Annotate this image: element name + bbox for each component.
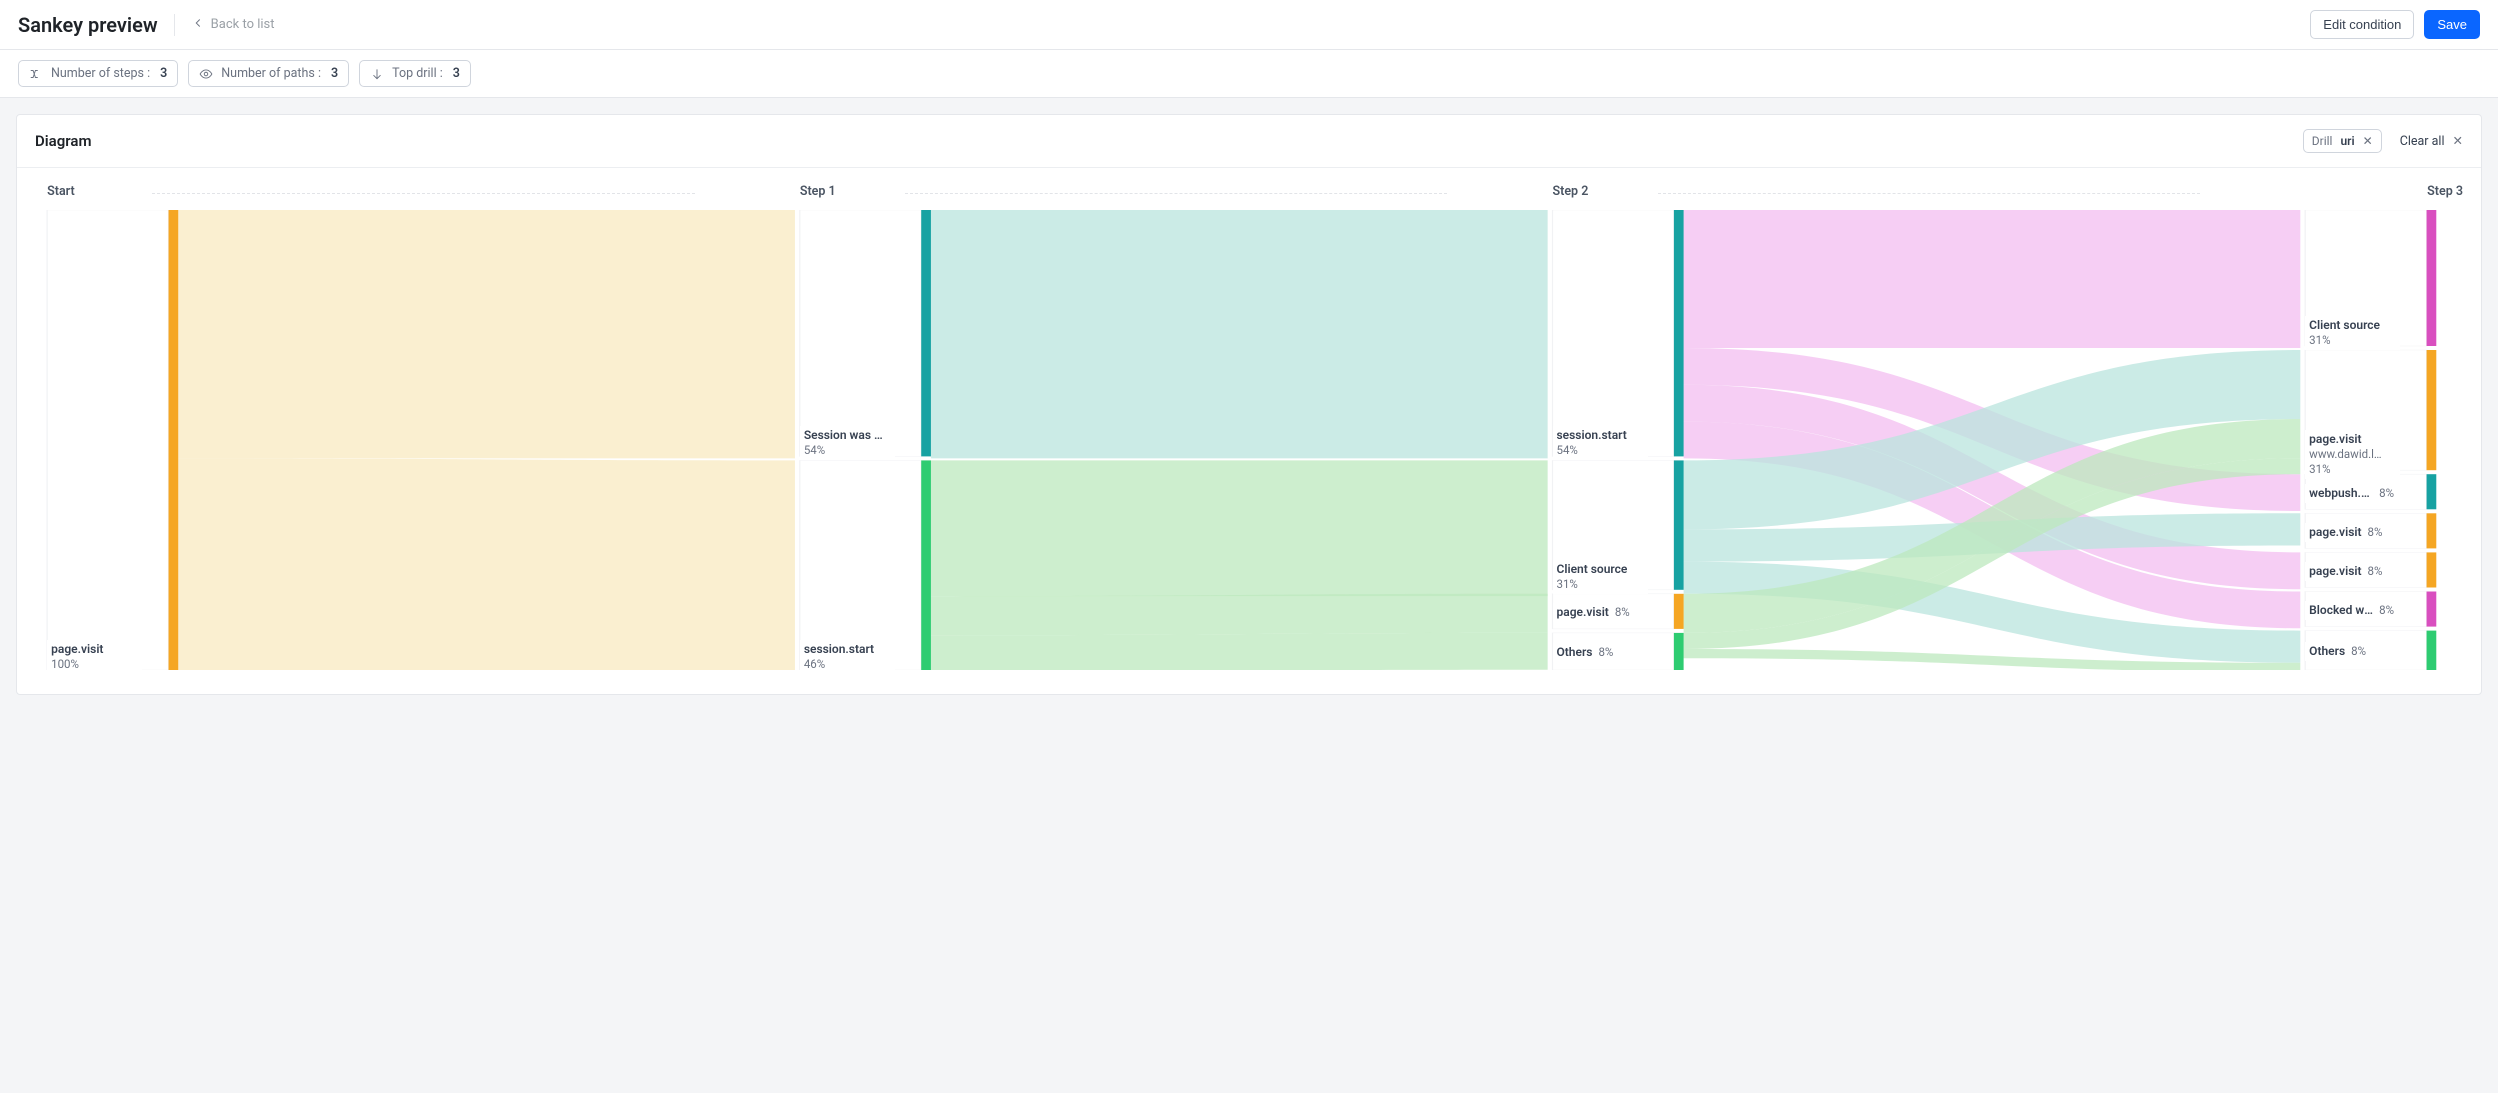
topbar-left: Sankey preview Back to list [18,13,275,37]
sankey-area: Start Step 1 Step 2 Step 3 page.visit100%Se… [17,168,2481,694]
eye-icon [199,67,213,81]
save-button[interactable]: Save [2424,10,2480,39]
panel-header-right: Drill uri ✕ Clear all ✕ [2303,129,2463,153]
step-header: Start Step 1 Step 2 Step 3 [35,184,2463,202]
drill-chip-value: uri [2340,134,2354,148]
step-divider [152,193,694,194]
filter-paths-label: Number of paths : [221,66,321,81]
sankey-node-bar[interactable] [2427,210,2437,346]
filter-steps[interactable]: Number of steps : 3 [18,60,178,87]
filter-topdrill-label: Top drill : [392,66,443,81]
sankey-link[interactable] [931,460,1548,596]
filter-steps-value: 3 [160,66,167,81]
topbar: Sankey preview Back to list Edit conditi… [0,0,2498,50]
sankey-node-bar[interactable] [2427,474,2437,509]
page-title: Sankey preview [18,13,158,37]
panel-title: Diagram [35,132,92,150]
sankey-link[interactable] [1684,210,2301,348]
sankey-node-slab [1553,594,1674,629]
diagram-panel: Diagram Drill uri ✕ Clear all ✕ Start Ste… [16,114,2482,695]
edit-condition-button[interactable]: Edit condition [2310,10,2414,39]
sankey-node-bar[interactable] [2427,350,2437,470]
sankey-node-bar[interactable] [2427,631,2437,670]
flow-icon [29,67,43,81]
sankey-chart[interactable]: page.visit100%Session was …54%session.st… [35,210,2463,670]
sankey-node-slab [2305,513,2426,548]
panel-wrap: Diagram Drill uri ✕ Clear all ✕ Start Ste… [0,98,2498,711]
topbar-right: Edit condition Save [2310,10,2480,39]
sankey-node-bar[interactable] [2427,592,2437,627]
clear-all-button[interactable]: Clear all ✕ [2400,133,2463,149]
sankey-node-bar[interactable] [1674,633,1684,670]
drill-chip-label: Drill [2312,134,2333,148]
sankey-node-slab [1553,210,1674,456]
sankey-link[interactable] [178,210,795,458]
divider [174,14,175,36]
back-to-list-link[interactable]: Back to list [191,16,275,34]
close-icon: ✕ [2453,133,2463,149]
step-label: Step 2 [1553,184,1589,199]
sankey-node-slab [1553,633,1674,670]
filter-paths[interactable]: Number of paths : 3 [188,60,349,87]
sankey-link[interactable] [931,633,1548,670]
filter-paths-value: 3 [331,66,338,81]
sankey-node-bar[interactable] [1674,460,1684,589]
step-label: Start [47,184,75,199]
chevron-left-icon [191,16,205,34]
sankey-link[interactable] [178,458,795,670]
sankey-node-bar[interactable] [2427,513,2437,548]
step-divider [905,193,1447,194]
sankey-link[interactable] [931,594,1548,635]
sankey-node-slab [2305,474,2426,509]
sankey-node-bar[interactable] [921,210,931,456]
sankey-node-bar[interactable] [169,210,179,670]
sankey-node-bar[interactable] [2427,552,2437,587]
panel-header: Diagram Drill uri ✕ Clear all ✕ [17,115,2481,168]
sankey-node-slab [2305,592,2426,627]
filter-topdrill[interactable]: Top drill : 3 [359,60,471,87]
sankey-node-slab [2305,210,2426,346]
drill-chip[interactable]: Drill uri ✕ [2303,129,2382,153]
filter-row: Number of steps : 3 Number of paths : 3 … [0,50,2498,98]
sankey-node-slab [800,210,921,456]
sankey-node-slab [2305,631,2426,670]
sankey-node-slab [47,210,168,670]
close-icon[interactable]: ✕ [2363,134,2373,148]
step-divider [1658,193,2200,194]
sankey-node-slab [1553,460,1674,589]
step-label: Step 3 [2427,184,2463,199]
clear-all-label: Clear all [2400,134,2445,149]
sankey-node-slab [800,460,921,670]
sankey-node-bar[interactable] [1674,594,1684,629]
sankey-node-bar[interactable] [921,460,931,670]
step-label: Step 1 [800,184,836,199]
arrow-down-icon [370,67,384,81]
sankey-link[interactable] [931,210,1548,458]
sankey-node-slab [2305,350,2426,470]
sankey-node-bar[interactable] [1674,210,1684,456]
filter-topdrill-value: 3 [453,66,460,81]
sankey-node-slab [2305,552,2426,587]
back-label: Back to list [211,17,275,32]
filter-steps-label: Number of steps : [51,66,150,81]
